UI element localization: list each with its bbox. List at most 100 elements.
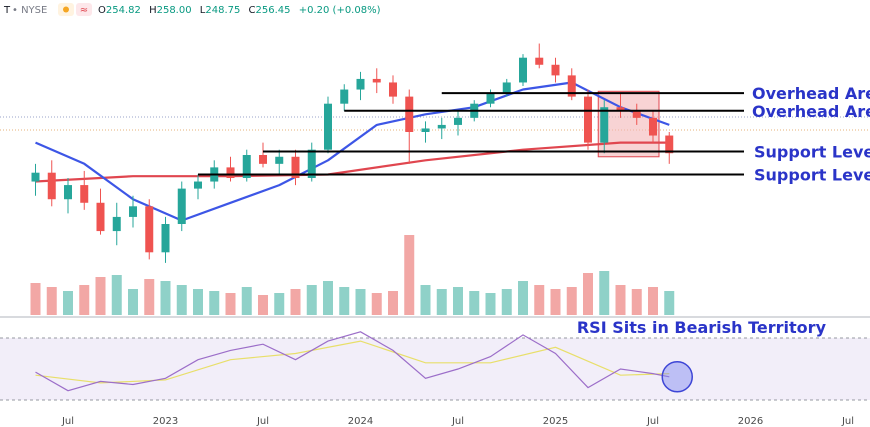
candle-body xyxy=(502,82,511,94)
low-label: L xyxy=(200,5,206,16)
price-level-label: Overhead Are xyxy=(752,102,870,121)
x-tick-label: 2026 xyxy=(738,416,763,427)
candle-body xyxy=(649,117,657,136)
candle-body xyxy=(551,64,560,76)
x-tick-label: Jul xyxy=(841,416,854,427)
volume-bar xyxy=(193,289,203,315)
candle-body xyxy=(454,117,462,125)
x-tick-label: Jul xyxy=(451,416,464,427)
volume-bar xyxy=(404,235,415,315)
candle-body xyxy=(96,202,105,232)
exchange-label: • NYSE xyxy=(12,5,47,16)
candle-body xyxy=(567,75,576,97)
volume-bar xyxy=(420,285,431,315)
x-tick-label: Jul xyxy=(61,416,74,427)
ticker-fragment: T xyxy=(3,5,11,16)
volume-bar xyxy=(436,289,447,315)
price-level-label: Support Leve xyxy=(754,165,870,184)
volume-bar xyxy=(615,285,626,315)
volume-bar xyxy=(664,291,675,315)
sun-icon[interactable] xyxy=(58,3,74,16)
candle-body xyxy=(291,156,300,178)
volume-bar xyxy=(95,277,106,315)
high-label: H xyxy=(149,5,157,16)
candle-body xyxy=(405,96,414,132)
candle-body xyxy=(242,155,251,178)
volume-bar xyxy=(599,271,610,315)
volume-bar xyxy=(469,291,480,315)
candle-body xyxy=(129,206,137,217)
x-tick-label: 2023 xyxy=(153,416,178,427)
candle-body xyxy=(437,124,446,129)
high-value: 258.00 xyxy=(157,5,192,16)
x-tick-label: Jul xyxy=(646,416,659,427)
rsi-line xyxy=(35,331,670,392)
volume-bar xyxy=(566,287,577,315)
candle-body xyxy=(584,96,592,143)
candle-body xyxy=(112,216,121,232)
volume-bar xyxy=(306,285,317,315)
x-axis: Jul 2023 Jul 2024 Jul 2025 Jul 2026 Jul xyxy=(61,416,854,427)
volume-bar xyxy=(453,287,463,315)
ohlc-readout: O254.82 H258.00 L248.75 C256.45 +0.20 (+… xyxy=(98,5,381,16)
candle-body xyxy=(259,155,267,164)
volume-bar xyxy=(30,283,41,315)
candle-body xyxy=(535,57,544,65)
rsi-annotation: RSI Sits in Bearish Territory xyxy=(577,318,827,337)
volume-bar xyxy=(160,281,171,315)
candle-body xyxy=(226,167,235,178)
price-level-label: Overhead Are xyxy=(752,84,870,103)
ma200-line xyxy=(35,141,670,183)
candle-body xyxy=(665,135,674,154)
volume-bar xyxy=(501,289,512,315)
volume-bar xyxy=(144,279,155,315)
volume-bar xyxy=(111,275,122,315)
candle-body xyxy=(177,188,186,224)
volume-bar xyxy=(631,289,642,315)
candle-body xyxy=(47,172,56,200)
open-value: 254.82 xyxy=(106,5,141,16)
candle-body xyxy=(389,82,397,97)
candle-body xyxy=(616,107,625,111)
rsi-pane xyxy=(0,331,870,401)
rsi-band xyxy=(0,338,870,400)
volume-bar xyxy=(241,287,252,315)
volume-bar xyxy=(518,281,528,315)
candle-body xyxy=(519,57,527,83)
volume-bar xyxy=(355,289,366,315)
candle-body xyxy=(275,156,284,164)
candle-body xyxy=(600,107,609,143)
candle-body xyxy=(161,224,170,253)
change-value: +0.20 (+0.08%) xyxy=(299,5,381,16)
close-label: C xyxy=(249,5,256,16)
candle-body xyxy=(64,185,72,200)
ma50-line xyxy=(35,81,670,222)
rsi-highlight-circle xyxy=(661,361,693,393)
volume-bar xyxy=(339,287,350,315)
candle-body xyxy=(632,110,641,118)
wave-icon[interactable]: ≈ xyxy=(76,3,92,16)
close-value: 256.45 xyxy=(256,5,291,16)
volume-bar xyxy=(388,291,398,315)
candle-body xyxy=(372,78,381,83)
x-tick-label: 2025 xyxy=(543,416,568,427)
volume-bar xyxy=(128,289,138,315)
volume-bar xyxy=(534,285,545,315)
volume-bar xyxy=(648,287,658,315)
candle-body xyxy=(486,93,495,104)
candle-body xyxy=(31,172,40,182)
volume-bar xyxy=(550,289,561,315)
volume-bar xyxy=(176,285,187,315)
volume-bar xyxy=(258,295,268,315)
volume-bar xyxy=(46,287,57,315)
candle-body xyxy=(307,149,316,178)
candle-body xyxy=(145,206,154,253)
candle-body xyxy=(80,185,89,203)
price-pane xyxy=(30,43,675,315)
volume-bar xyxy=(209,291,220,315)
volume-bar xyxy=(225,293,236,315)
volume-bar xyxy=(63,291,73,315)
volume-bar xyxy=(79,285,90,315)
